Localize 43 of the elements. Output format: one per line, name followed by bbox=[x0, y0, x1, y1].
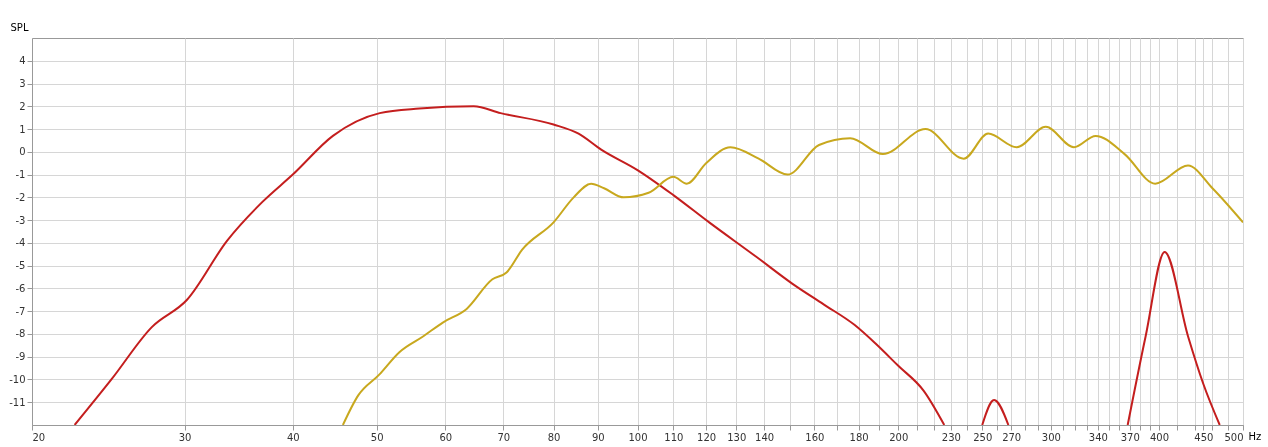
x-tick-label: 20 bbox=[32, 431, 46, 443]
x-tick-label: 160 bbox=[805, 431, 825, 443]
x-tick-label: 140 bbox=[755, 431, 775, 443]
x-tick-label: 270 bbox=[1002, 431, 1022, 443]
y-tick-label: 2 bbox=[19, 100, 26, 112]
y-tick-label: 4 bbox=[19, 55, 26, 67]
y-tick-label: -9 bbox=[15, 351, 26, 363]
x-tick-label: 70 bbox=[497, 431, 511, 443]
x-tick-label: 340 bbox=[1088, 431, 1108, 443]
y-tick-label: -5 bbox=[15, 260, 26, 272]
y-tick-label: -11 bbox=[9, 396, 26, 408]
x-tick-label: 230 bbox=[941, 431, 961, 443]
x-tick-label: 130 bbox=[727, 431, 747, 443]
y-tick-label: 3 bbox=[19, 78, 26, 90]
x-tick-label: 500 bbox=[1224, 431, 1244, 443]
x-tick-label: 400 bbox=[1150, 431, 1170, 443]
x-tick-label: 110 bbox=[664, 431, 684, 443]
x-tick-label: 180 bbox=[849, 431, 869, 443]
x-tick-label: 300 bbox=[1041, 431, 1061, 443]
x-tick-label: 30 bbox=[178, 431, 192, 443]
y-axis-title: SPL bbox=[10, 21, 29, 33]
x-axis-title: Hz bbox=[1248, 430, 1262, 442]
x-tick-label: 50 bbox=[370, 431, 384, 443]
y-tick-label: -6 bbox=[15, 282, 26, 294]
y-tick-label: -4 bbox=[15, 237, 26, 249]
y-tick-label: -3 bbox=[15, 214, 26, 226]
x-tick-label: 120 bbox=[697, 431, 717, 443]
x-tick-label: 100 bbox=[628, 431, 648, 443]
y-tick-label: -2 bbox=[15, 191, 26, 203]
x-tick-label: 90 bbox=[591, 431, 605, 443]
y-tick-label: -7 bbox=[15, 305, 26, 317]
x-tick-label: 40 bbox=[286, 431, 300, 443]
x-tick-label: 60 bbox=[439, 431, 453, 443]
y-tick-label: -8 bbox=[15, 328, 26, 340]
y-tick-label: -10 bbox=[9, 373, 26, 385]
x-tick-label: 370 bbox=[1120, 431, 1140, 443]
x-tick-label: 450 bbox=[1194, 431, 1214, 443]
y-tick-label: 1 bbox=[19, 123, 26, 135]
x-tick-label: 200 bbox=[889, 431, 909, 443]
y-tick-label: -1 bbox=[15, 169, 26, 181]
y-tick-label: 0 bbox=[19, 146, 26, 158]
x-tick-label: 80 bbox=[547, 431, 561, 443]
x-tick-label: 250 bbox=[973, 431, 993, 443]
